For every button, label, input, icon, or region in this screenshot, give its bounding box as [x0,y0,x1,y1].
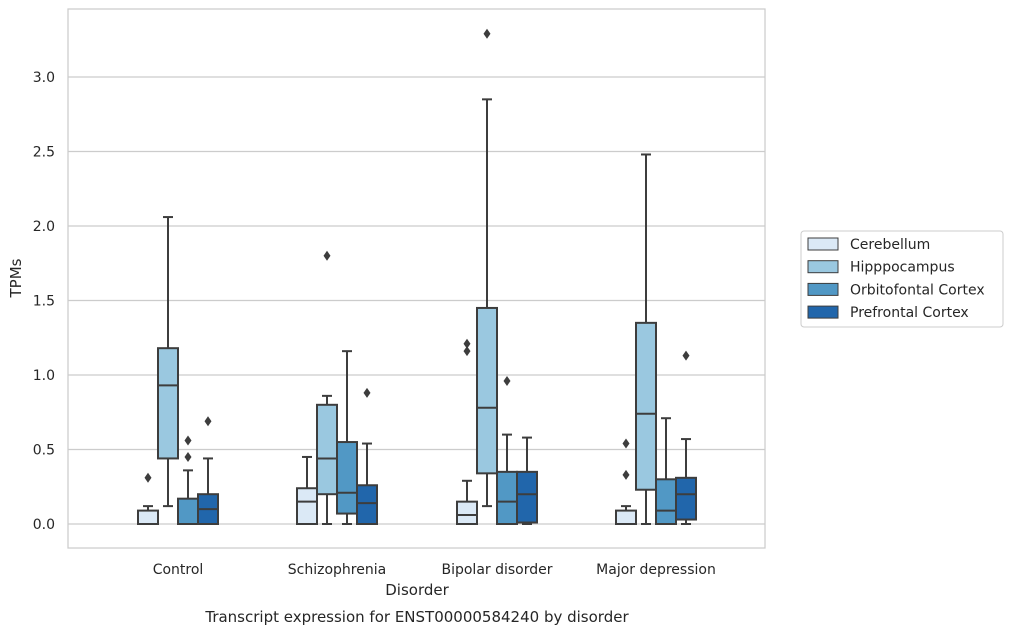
box-hipppocampus [476,28,498,508]
y-tick-label: 1.5 [33,294,55,310]
box-prefrontal-cortex [516,436,538,525]
box-prefrontal-cortex [197,416,219,526]
x-tick-label: Control [153,562,204,578]
x-tick-label: Schizophrenia [288,562,386,578]
outlier-point [463,338,471,349]
box-prefrontal-cortex [675,350,697,525]
legend-label: Prefrontal Cortex [850,305,969,321]
box-body [516,470,538,524]
legend-label: Cerebellum [850,237,930,253]
x-axis-title: Disorder [385,581,449,599]
outlier-point [323,250,331,261]
box-body [615,509,637,525]
outlier-point [144,472,152,483]
tick-labels: 0.0 0.5 1.0 1.5 2.0 2.5 3.0 Control Schizophreni… [33,70,716,578]
box-cerebellum [456,338,478,525]
box-hipppocampus [316,250,338,525]
x-tick-label: Major depression [596,562,716,578]
plot-frame [67,8,766,549]
legend-frame [800,230,1004,328]
y-tick-label: 3.0 [33,70,55,86]
box-body [456,500,478,525]
box-body [476,306,498,475]
box-body [635,321,657,491]
outlier-point [184,435,192,446]
box-orbitofontal-cortex [336,350,358,525]
box-body [316,403,338,496]
outlier-point [483,28,491,39]
y-tick-label: 0.5 [33,443,55,459]
outlier-point [363,387,371,398]
outlier-point [503,375,511,386]
box-body [177,497,199,526]
box-body [356,484,378,526]
box-body [296,487,318,525]
box-series [137,28,697,526]
legend-swatch [807,260,839,274]
box-body [496,470,518,526]
outlier-point [622,469,630,480]
box-cerebellum [296,455,318,525]
box-cerebellum [615,438,637,525]
legend: Cerebellum Hipppocampus Orbitofontal Corte… [800,230,1004,328]
gridlines [68,76,765,525]
box-body [157,347,179,460]
box-body [137,509,159,525]
chart-caption: Transcript expression for ENST0000058424… [204,608,629,626]
outlier-point [682,350,690,361]
legend-swatch [807,282,839,296]
box-prefrontal-cortex [356,387,378,526]
y-axis-title: TPMs [7,258,25,298]
y-tick-label: 0.0 [33,517,55,533]
legend-swatch [807,237,839,251]
y-tick-label: 2.5 [33,145,55,161]
box-body [336,441,358,515]
outlier-point [622,438,630,449]
box-hipppocampus [157,216,179,508]
y-tick-label: 1.0 [33,368,55,384]
box-hipppocampus [635,153,657,525]
outlier-point [184,451,192,462]
box-body [675,476,697,521]
y-tick-label: 2.0 [33,219,55,235]
box-cerebellum [137,472,159,525]
box-orbitofontal-cortex [655,417,677,525]
x-tick-label: Bipolar disorder [441,562,552,578]
legend-swatch [807,305,839,319]
outlier-point [463,346,471,357]
box-body [655,478,677,525]
legend-label: Orbitofontal Cortex [850,282,985,298]
outlier-point [204,416,212,427]
legend-label: Hipppocampus [850,260,955,276]
box-orbitofontal-cortex [177,435,199,526]
box-orbitofontal-cortex [496,375,518,526]
